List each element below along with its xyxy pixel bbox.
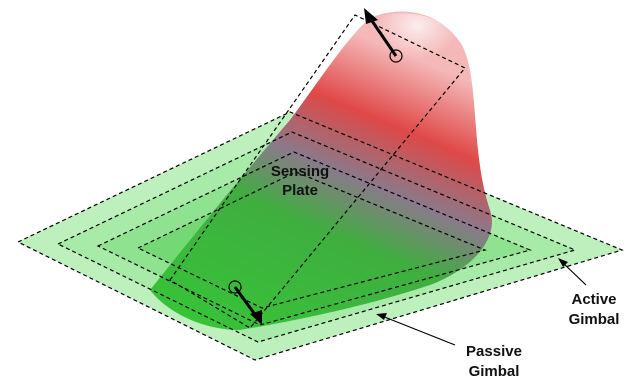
- label: Sensing: [271, 163, 329, 180]
- label: Passive: [466, 343, 522, 360]
- label: Plate: [282, 182, 318, 199]
- diagram: Sensing Plate Active Gimbal Passive Gimb…: [0, 0, 629, 381]
- pointer-line: [562, 262, 586, 285]
- label: Gimbal: [569, 311, 620, 328]
- label: Active: [571, 291, 616, 308]
- pointer-line: [382, 316, 455, 345]
- label: Gimbal: [469, 363, 520, 380]
- page: Sensing Plate Active Gimbal Passive Gimb…: [0, 0, 629, 381]
